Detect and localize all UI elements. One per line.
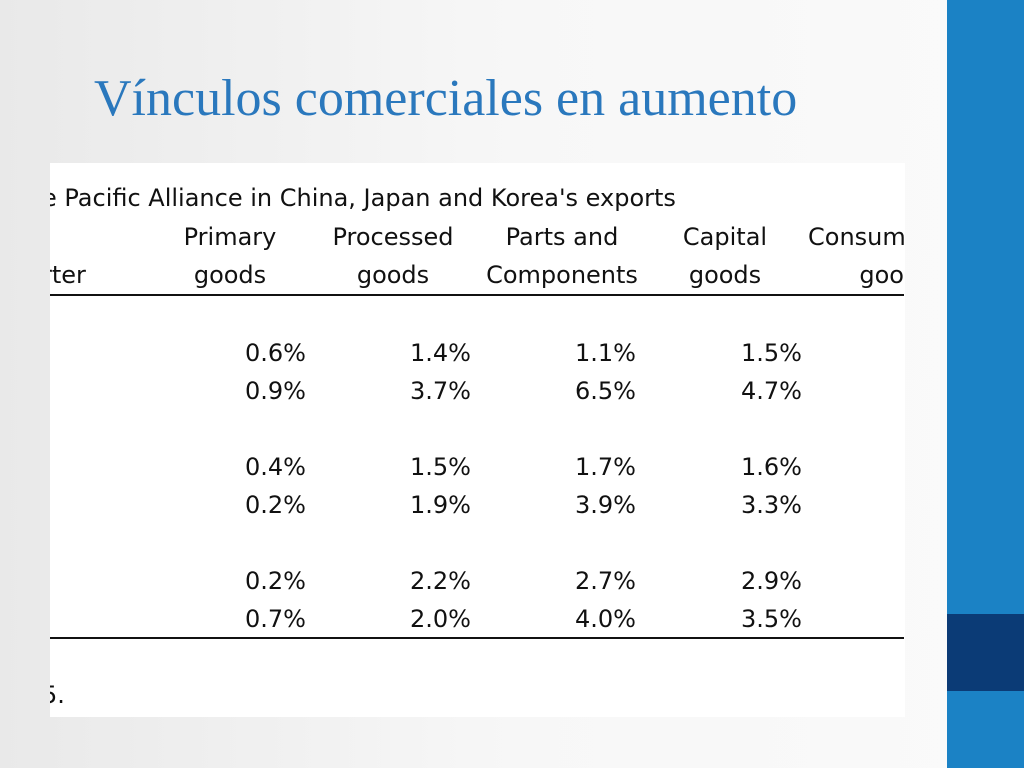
table-cell: 2.0% — [410, 605, 471, 633]
table-header-rule — [50, 294, 904, 296]
table-cell: 4.7% — [741, 377, 802, 405]
table-cell: 2.7% — [575, 567, 636, 595]
header-exporter-bottom: rter — [50, 261, 86, 289]
table-cell: 4.0% — [575, 605, 636, 633]
table-cell: 1.9% — [410, 491, 471, 519]
table-cell: 0.6% — [245, 339, 306, 367]
table-cell: 2.9% — [741, 567, 802, 595]
header-processed-top: Processed — [332, 223, 454, 251]
table-cell: 1.5% — [410, 453, 471, 481]
table-cell: 0.4% — [245, 453, 306, 481]
table-cell: 3.9% — [575, 491, 636, 519]
table-bottom-rule — [50, 637, 904, 639]
table-cell: 0.9% — [245, 377, 306, 405]
table-cell: 0.2% — [245, 567, 306, 595]
table-cell: 1.6% — [741, 453, 802, 481]
table-cell: 6.5% — [575, 377, 636, 405]
header-parts-bottom: Components — [486, 261, 638, 289]
header-primary-top: Primary — [183, 223, 277, 251]
table-cell: 1.5% — [741, 339, 802, 367]
table-cell: 1.1% — [575, 339, 636, 367]
table-cell: 3.5% — [741, 605, 802, 633]
table-cell: 0.2% — [245, 491, 306, 519]
sidebar-accent-block — [947, 614, 1024, 691]
table-image: e Pacific Alliance in China, Japan and K… — [50, 163, 905, 717]
table-cell: 3.7% — [410, 377, 471, 405]
slide-title: Vínculos comerciales en aumento — [94, 70, 798, 127]
table-cell: 1.7% — [575, 453, 636, 481]
header-processed-bottom: goods — [356, 261, 430, 289]
header-capital-top: Capital — [682, 223, 768, 251]
header-consumer-top: Consum — [808, 223, 905, 251]
header-primary-bottom: goods — [193, 261, 267, 289]
table-cell: 2.2% — [410, 567, 471, 595]
table-cell: 1.4% — [410, 339, 471, 367]
table-cell: 0.7% — [245, 605, 306, 633]
header-consumer-bottom: goo — [859, 261, 904, 289]
table-cell: 3.3% — [741, 491, 802, 519]
table-caption: e Pacific Alliance in China, Japan and K… — [50, 184, 676, 212]
header-parts-top: Parts and — [505, 223, 619, 251]
table-footnote: 5. — [50, 681, 65, 709]
header-capital-bottom: goods — [688, 261, 762, 289]
